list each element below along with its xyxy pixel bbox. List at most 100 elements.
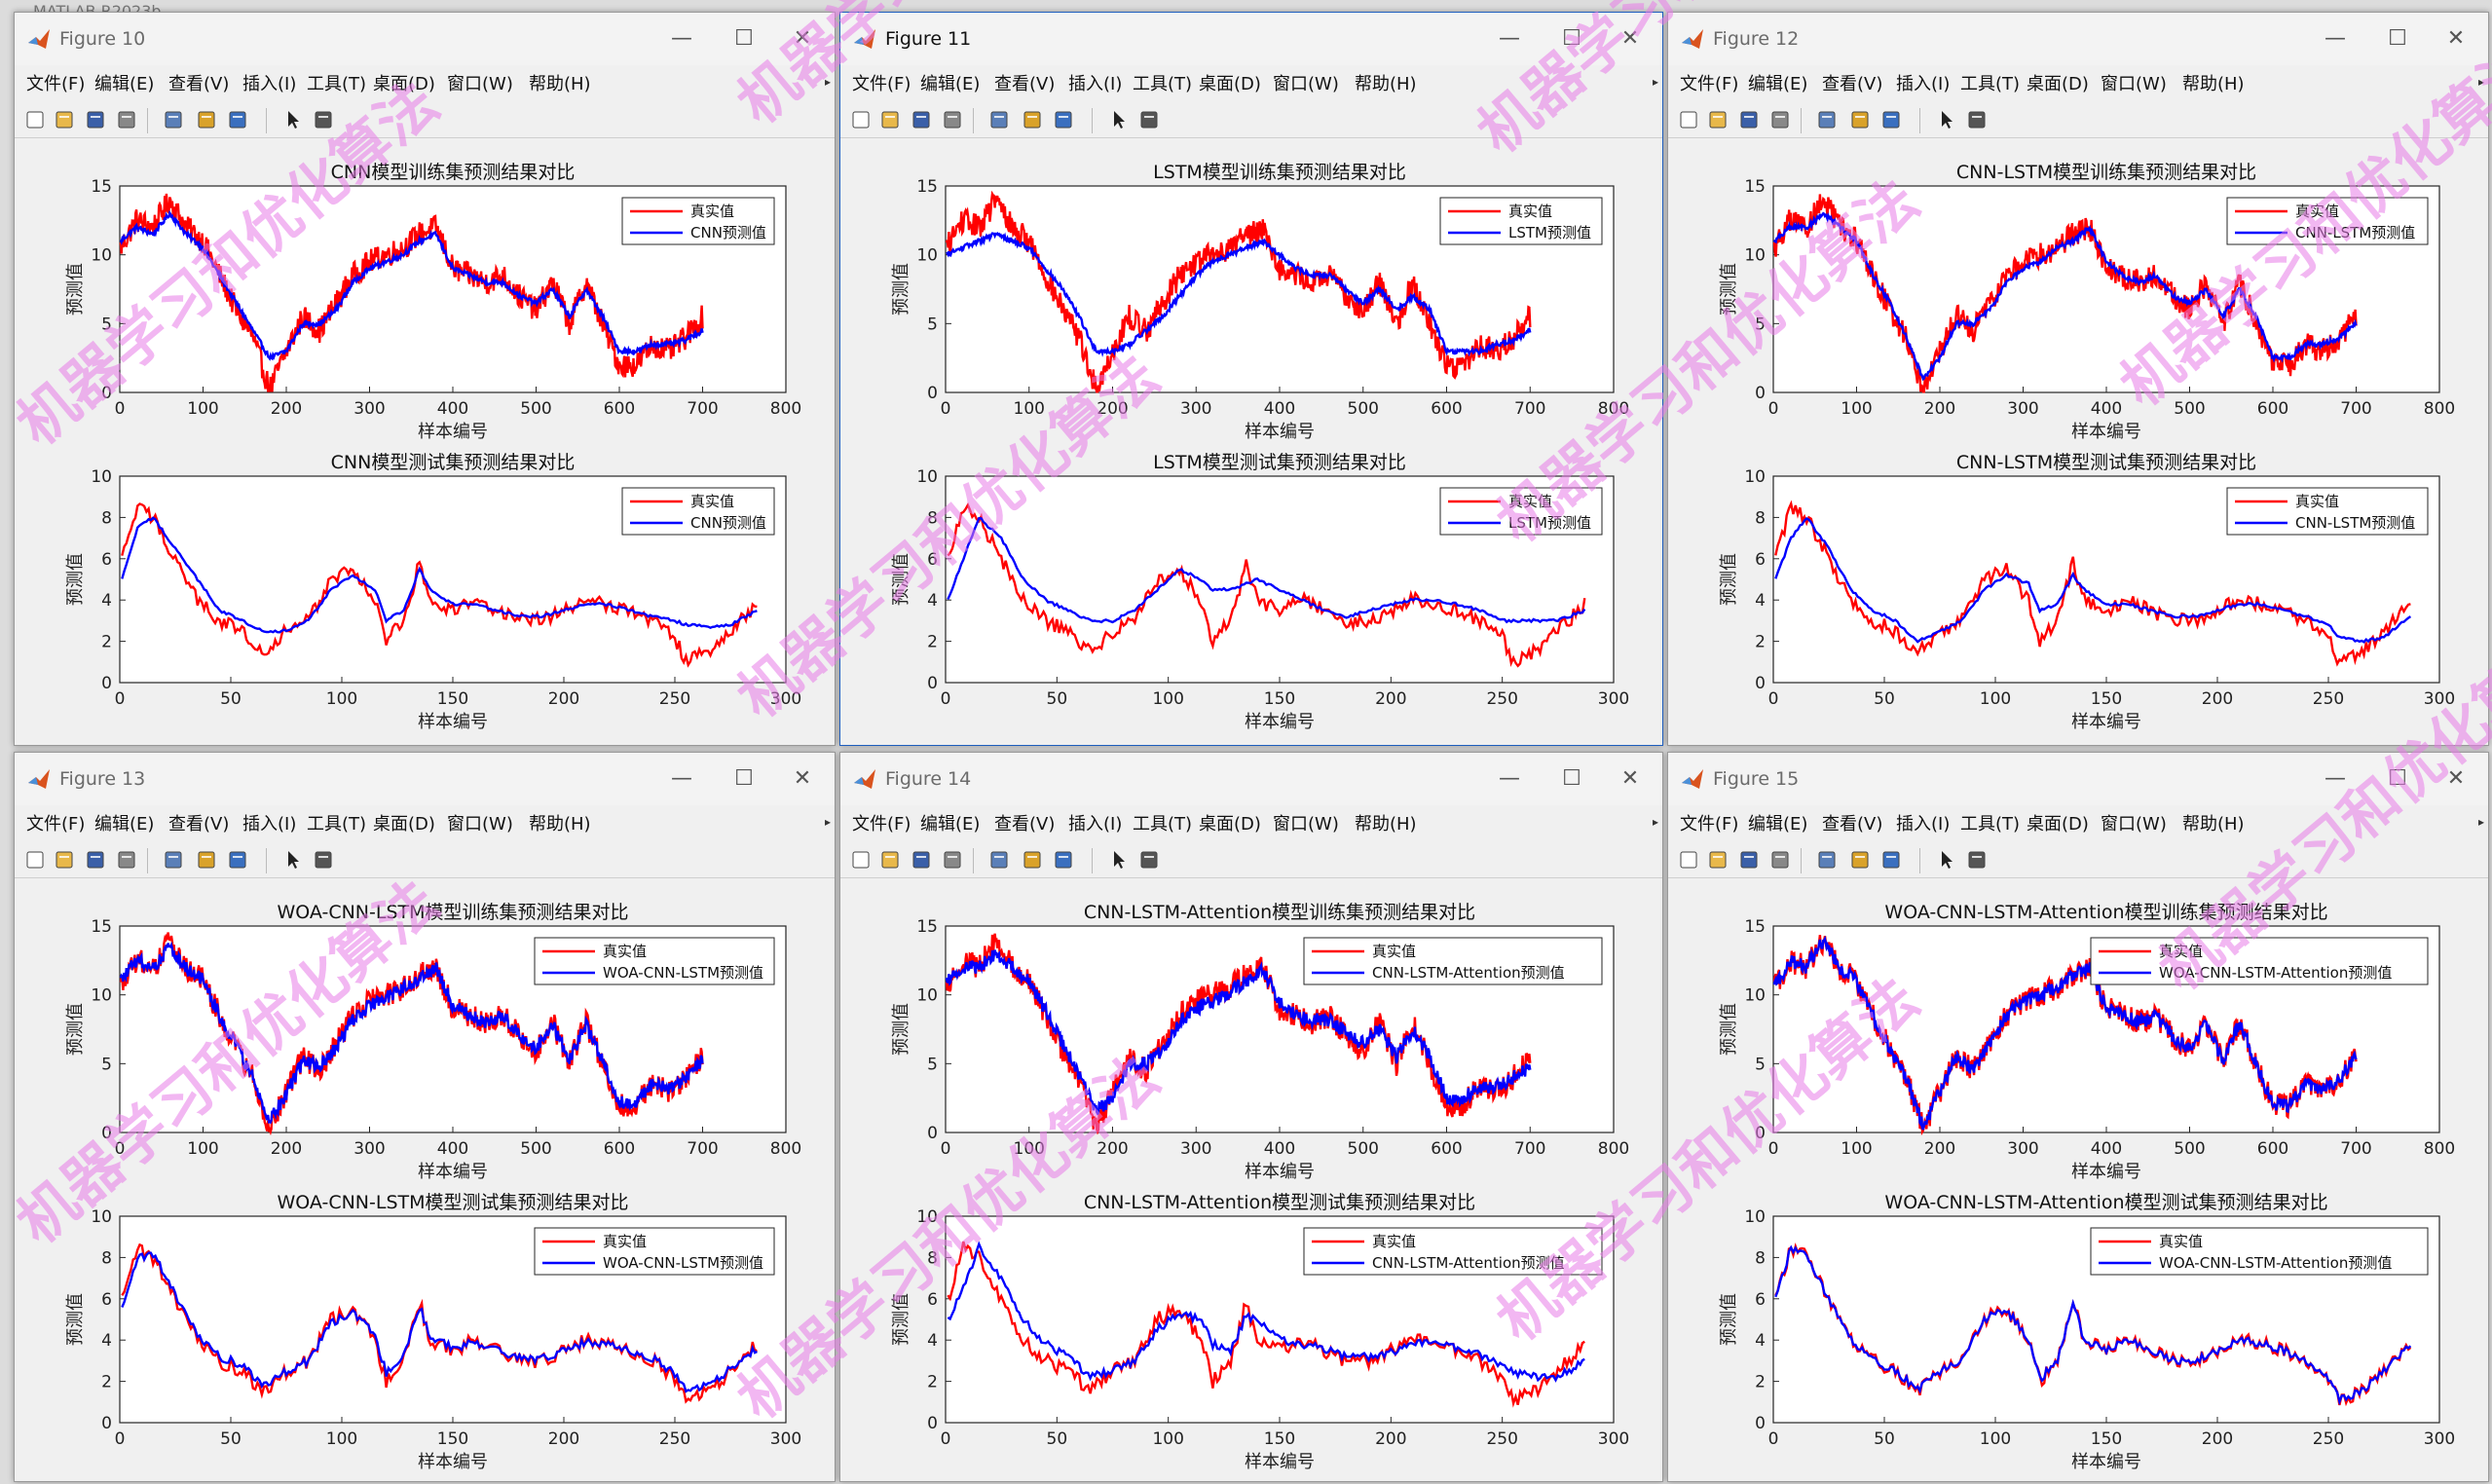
menu-item[interactable]: 工具(T): [1960, 814, 2021, 835]
edit-plot-icon[interactable]: [283, 849, 305, 871]
figure-canvas[interactable]: LSTM模型训练集预测结果对比 0 100 200 300 400 500 600 700 800…: [840, 139, 1662, 745]
menu-item[interactable]: 查看(V): [168, 74, 230, 94]
menu-item[interactable]: 插入(I): [242, 814, 297, 835]
save-icon[interactable]: [911, 849, 932, 871]
link-plot-icon[interactable]: [163, 109, 184, 130]
insert-legend-icon[interactable]: [1053, 849, 1074, 871]
link-plot-icon[interactable]: [1816, 849, 1838, 871]
link-plot-icon[interactable]: [988, 849, 1010, 871]
close-button[interactable]: ✕: [778, 22, 827, 56]
menu-item[interactable]: 窗口(W): [447, 74, 513, 94]
figure-canvas[interactable]: WOA-CNN-LSTM模型训练集预测结果对比 0 100 200 300 400 500 6…: [15, 879, 835, 1481]
insert-colorbar-icon[interactable]: [1849, 109, 1871, 130]
legend[interactable]: 真实值 CNN-LSTM-Attention预测值: [1303, 937, 1603, 985]
insert-colorbar-icon[interactable]: [1849, 849, 1871, 871]
edit-plot-icon[interactable]: [283, 109, 305, 130]
title-bar[interactable]: Figure 10 — ☐ ✕: [15, 13, 835, 65]
menu-item[interactable]: 窗口(W): [447, 814, 513, 835]
menu-item[interactable]: 文件(F): [852, 814, 911, 835]
new-figure-icon[interactable]: [24, 109, 46, 130]
menu-overflow-icon[interactable]: ▸: [1652, 815, 1658, 829]
menu-overflow-icon[interactable]: ▸: [2477, 815, 2484, 829]
link-plot-icon[interactable]: [988, 109, 1010, 130]
insert-legend-icon[interactable]: [227, 109, 248, 130]
maximize-button[interactable]: ☐: [1547, 762, 1596, 796]
print-icon[interactable]: [116, 849, 137, 871]
menu-item[interactable]: 窗口(W): [2101, 814, 2167, 835]
legend[interactable]: 真实值 WOA-CNN-LSTM-Attention预测值: [2090, 1227, 2429, 1276]
print-icon[interactable]: [942, 109, 963, 130]
menu-item[interactable]: 工具(T): [307, 814, 367, 835]
title-bar[interactable]: Figure 14 — ☐ ✕: [840, 753, 1662, 805]
title-bar[interactable]: Figure 12 — ☐ ✕: [1668, 13, 2488, 65]
edit-plot-icon[interactable]: [1937, 849, 1958, 871]
menu-item[interactable]: 工具(T): [1960, 74, 2021, 94]
new-figure-icon[interactable]: [850, 109, 872, 130]
figure-window[interactable]: Figure 15 — ☐ ✕ 文件(F) 编辑(E) 查看(V) 插入(I) 工具(T) 桌面(…: [1667, 752, 2489, 1482]
menu-item[interactable]: 帮助(H): [1355, 814, 1417, 835]
insert-colorbar-icon[interactable]: [196, 109, 217, 130]
menu-overflow-icon[interactable]: ▸: [2477, 75, 2484, 89]
menu-overflow-icon[interactable]: ▸: [824, 75, 831, 89]
title-bar[interactable]: Figure 11 — ☐ ✕: [840, 13, 1662, 65]
new-figure-icon[interactable]: [1678, 849, 1699, 871]
figure-canvas[interactable]: CNN-LSTM模型训练集预测结果对比 0 100 200 300 400 500 600 70…: [1668, 139, 2488, 745]
new-figure-icon[interactable]: [850, 849, 872, 871]
print-icon[interactable]: [1769, 849, 1791, 871]
figure-canvas[interactable]: CNN-LSTM-Attention模型训练集预测结果对比 0 100 200 300 4…: [840, 879, 1662, 1481]
link-plot-icon[interactable]: [163, 849, 184, 871]
close-button[interactable]: ✕: [778, 762, 827, 796]
minimize-button[interactable]: —: [657, 22, 706, 56]
legend[interactable]: 真实值 LSTM预测值: [1439, 487, 1603, 536]
close-button[interactable]: ✕: [1606, 22, 1655, 56]
figure-window[interactable]: Figure 12 — ☐ ✕ 文件(F) 编辑(E) 查看(V) 插入(I) 工具(T) 桌面(…: [1667, 12, 2489, 746]
maximize-button[interactable]: ☐: [720, 762, 768, 796]
menu-item[interactable]: 插入(I): [1896, 74, 1951, 94]
print-icon[interactable]: [942, 849, 963, 871]
edit-plot-icon[interactable]: [1937, 109, 1958, 130]
property-inspector-icon[interactable]: [1138, 109, 1160, 130]
open-file-icon[interactable]: [54, 109, 75, 130]
insert-colorbar-icon[interactable]: [196, 849, 217, 871]
menu-overflow-icon[interactable]: ▸: [1652, 75, 1658, 89]
menu-item[interactable]: 插入(I): [1896, 814, 1951, 835]
property-inspector-icon[interactable]: [1966, 109, 1988, 130]
menu-item[interactable]: 查看(V): [168, 814, 230, 835]
open-file-icon[interactable]: [54, 849, 75, 871]
menu-item[interactable]: 文件(F): [26, 74, 86, 94]
title-bar[interactable]: Figure 13 — ☐ ✕: [15, 753, 835, 805]
close-button[interactable]: ✕: [2432, 762, 2480, 796]
menu-item[interactable]: 桌面(D): [373, 74, 435, 94]
insert-legend-icon[interactable]: [1053, 109, 1074, 130]
figure-window[interactable]: Figure 10 — ☐ ✕ 文件(F) 编辑(E) 查看(V) 插入(I) 工具(T) 桌面(…: [14, 12, 836, 746]
save-icon[interactable]: [85, 849, 106, 871]
menu-item[interactable]: 编辑(E): [94, 74, 155, 94]
new-figure-icon[interactable]: [24, 849, 46, 871]
menu-item[interactable]: 文件(F): [852, 74, 911, 94]
legend[interactable]: 真实值 CNN预测值: [621, 197, 775, 245]
menu-item[interactable]: 工具(T): [307, 74, 367, 94]
property-inspector-icon[interactable]: [1966, 849, 1988, 871]
menu-item[interactable]: 文件(F): [1680, 74, 1739, 94]
maximize-button[interactable]: ☐: [2373, 22, 2422, 56]
property-inspector-icon[interactable]: [313, 109, 334, 130]
maximize-button[interactable]: ☐: [2373, 762, 2422, 796]
menu-item[interactable]: 查看(V): [1822, 74, 1883, 94]
open-file-icon[interactable]: [1707, 109, 1729, 130]
minimize-button[interactable]: —: [2311, 762, 2360, 796]
insert-legend-icon[interactable]: [1880, 849, 1902, 871]
menu-item[interactable]: 桌面(D): [2027, 74, 2089, 94]
insert-colorbar-icon[interactable]: [1022, 849, 1043, 871]
menu-item[interactable]: 编辑(E): [94, 814, 155, 835]
menu-item[interactable]: 窗口(W): [1273, 74, 1339, 94]
menu-item[interactable]: 桌面(D): [1199, 814, 1261, 835]
menu-item[interactable]: 帮助(H): [2182, 814, 2245, 835]
property-inspector-icon[interactable]: [1138, 849, 1160, 871]
menu-item[interactable]: 编辑(E): [920, 74, 981, 94]
menu-item[interactable]: 帮助(H): [529, 814, 591, 835]
maximize-button[interactable]: ☐: [720, 22, 768, 56]
menu-item[interactable]: 编辑(E): [1748, 74, 1808, 94]
menu-item[interactable]: 工具(T): [1133, 814, 1193, 835]
open-file-icon[interactable]: [879, 109, 901, 130]
legend[interactable]: 真实值 CNN-LSTM-Attention预测值: [1303, 1227, 1603, 1276]
